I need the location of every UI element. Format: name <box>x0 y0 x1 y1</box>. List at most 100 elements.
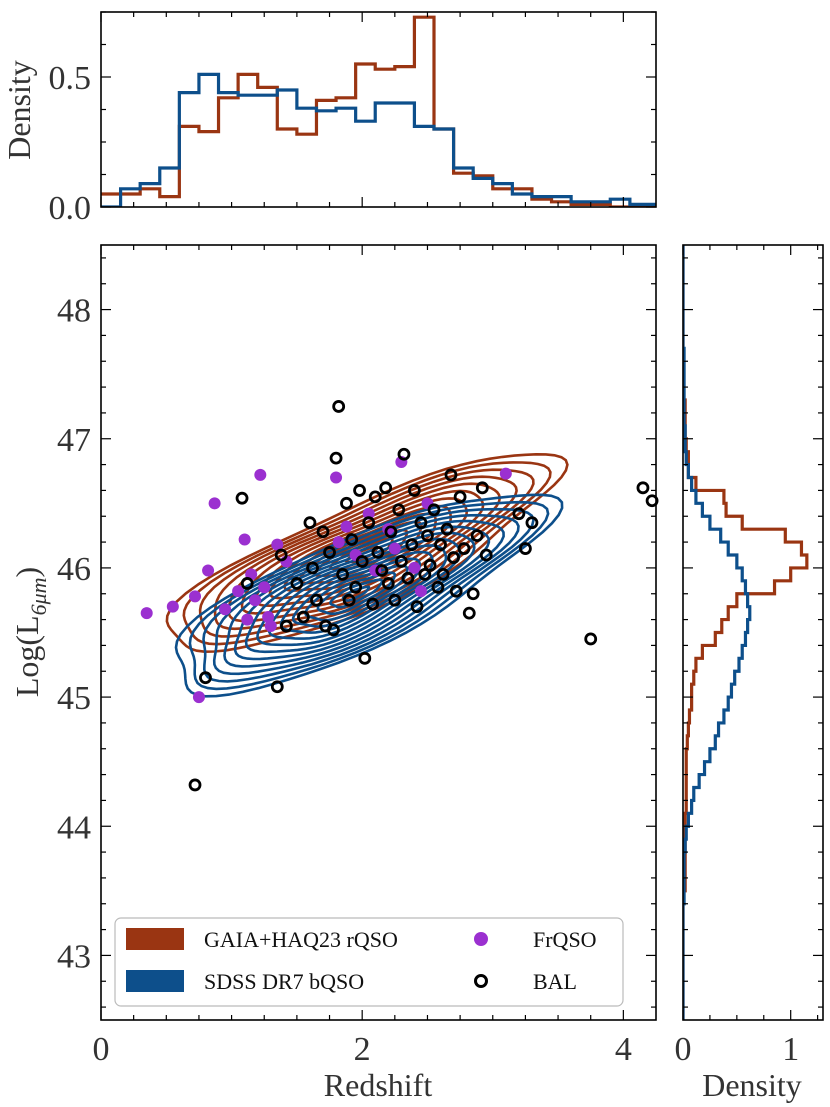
top-ytick-label-0.0: 0.0 <box>49 190 92 227</box>
legend-patch-bqso <box>126 970 184 992</box>
bal-point-66 <box>645 494 659 508</box>
bal-point-40 <box>408 484 421 497</box>
frqso-point-0 <box>140 607 153 620</box>
frqso-point-27 <box>408 561 421 574</box>
contour-1-level-1 <box>188 500 550 691</box>
bal-point-23 <box>353 484 366 497</box>
bal-point-43 <box>418 567 432 581</box>
bal-point-62 <box>519 542 532 555</box>
frqso-point-2 <box>189 590 202 603</box>
right-histogram-panel: 0 1 Density <box>675 244 824 1103</box>
top-histogram-panel: 0.0 0.5 Density <box>1 11 657 227</box>
legend-box <box>114 917 624 1007</box>
bal-point-58 <box>470 529 484 543</box>
bal-point-18 <box>336 567 349 581</box>
bal-point-25 <box>358 651 372 665</box>
bal-point-17 <box>332 400 346 413</box>
bal-point-44 <box>421 529 434 543</box>
bal-point-37 <box>397 447 411 461</box>
legend-label-frqso: FrQSO <box>533 927 597 952</box>
frqso-point-19 <box>332 536 345 549</box>
bal-point-46 <box>427 503 441 517</box>
frqso-point-3 <box>192 691 205 704</box>
top-ytick-label-0.5: 0.5 <box>49 60 92 97</box>
main-xtick-label-4: 4 <box>615 1031 632 1068</box>
contour-0-level-0 <box>165 452 569 654</box>
bal-point-1 <box>199 671 212 685</box>
frqso-point-8 <box>238 533 251 546</box>
bal-point-19 <box>340 496 353 510</box>
legend-label-bqso: SDSS DR7 bQSO <box>204 969 364 994</box>
main-ytick-label-44: 44 <box>57 809 91 846</box>
main-ylabel: Log(L6μm) <box>9 567 51 697</box>
frqso-point-11 <box>249 594 262 607</box>
top-ylabel: Density <box>1 60 37 160</box>
legend-label-rqso: GAIA+HAQ23 rQSO <box>204 927 398 952</box>
bal-point-61 <box>512 507 526 521</box>
bal-point-63 <box>525 516 539 530</box>
bal-point-15 <box>327 623 340 637</box>
frqso-point-5 <box>208 497 221 510</box>
main-axes-frame <box>100 244 657 1021</box>
bal-point-56 <box>462 606 476 620</box>
bal-point-48 <box>434 538 447 552</box>
bal-point-31 <box>379 481 393 495</box>
bal-point-59 <box>475 481 489 495</box>
contour-1-level-7 <box>256 537 462 647</box>
bal-point-39 <box>405 538 419 552</box>
frqso-point-21 <box>349 549 362 561</box>
right-xlabel: Density <box>702 1067 802 1103</box>
top-hist-series-1 <box>101 72 656 207</box>
bal-point-0 <box>188 778 202 792</box>
bal-point-27 <box>366 597 380 611</box>
main-ytick-label-48: 48 <box>57 293 91 330</box>
legend-marker-frqso <box>474 932 488 946</box>
bal-point-52 <box>447 551 460 564</box>
bal-point-42 <box>414 516 428 530</box>
frqso-point-28 <box>414 585 427 598</box>
ylabel-sub: 6μm <box>26 577 51 615</box>
bal-point-53 <box>449 584 463 598</box>
bal-point-49 <box>436 567 450 581</box>
main-ytick-label-47: 47 <box>57 422 91 459</box>
bal-point-6 <box>280 619 293 633</box>
bal-point-16 <box>329 451 343 465</box>
bal-point-32 <box>381 577 395 590</box>
bal-point-36 <box>394 555 408 568</box>
bal-point-7 <box>290 577 304 590</box>
bal-point-51 <box>444 468 458 482</box>
contour-1-level-3 <box>212 513 520 676</box>
contour-1-level-12 <box>316 571 397 616</box>
main-xtick-label-0: 0 <box>93 1031 110 1068</box>
legend-patch-rqso <box>126 928 184 950</box>
bal-point-33 <box>384 525 398 539</box>
right-xtick-label-0: 0 <box>675 1031 692 1068</box>
bal-point-11 <box>310 593 323 607</box>
main-xtick-label-2: 2 <box>354 1031 371 1068</box>
bal-point-26 <box>362 516 376 530</box>
frqso-point-15 <box>264 620 277 633</box>
right-xtick-label-1: 1 <box>782 1031 799 1068</box>
bal-point-29 <box>371 546 385 559</box>
right-hist-series-1 <box>683 245 752 1020</box>
contour-1-level-13 <box>329 578 384 609</box>
bal-point-3 <box>240 577 254 590</box>
legend-label-bal: BAL <box>533 969 577 994</box>
frqso-point-4 <box>202 564 215 577</box>
frqso-point-30 <box>499 467 512 480</box>
frqso-point-1 <box>166 600 179 613</box>
bal-point-60 <box>479 548 493 562</box>
bal-point-10 <box>306 561 319 575</box>
bal-point-35 <box>392 503 406 517</box>
ylabel-main: Log(L <box>9 615 45 697</box>
bal-point-41 <box>410 600 424 614</box>
top-axes-frame <box>100 11 657 208</box>
frqso-point-7 <box>232 585 245 598</box>
bal-point-54 <box>453 490 467 504</box>
contour-1-level-0 <box>174 493 564 698</box>
main-ytick-label-43: 43 <box>57 938 91 975</box>
frqso-point-14 <box>262 611 275 623</box>
bal-point-12 <box>316 525 330 539</box>
bal-point-64 <box>584 632 598 646</box>
